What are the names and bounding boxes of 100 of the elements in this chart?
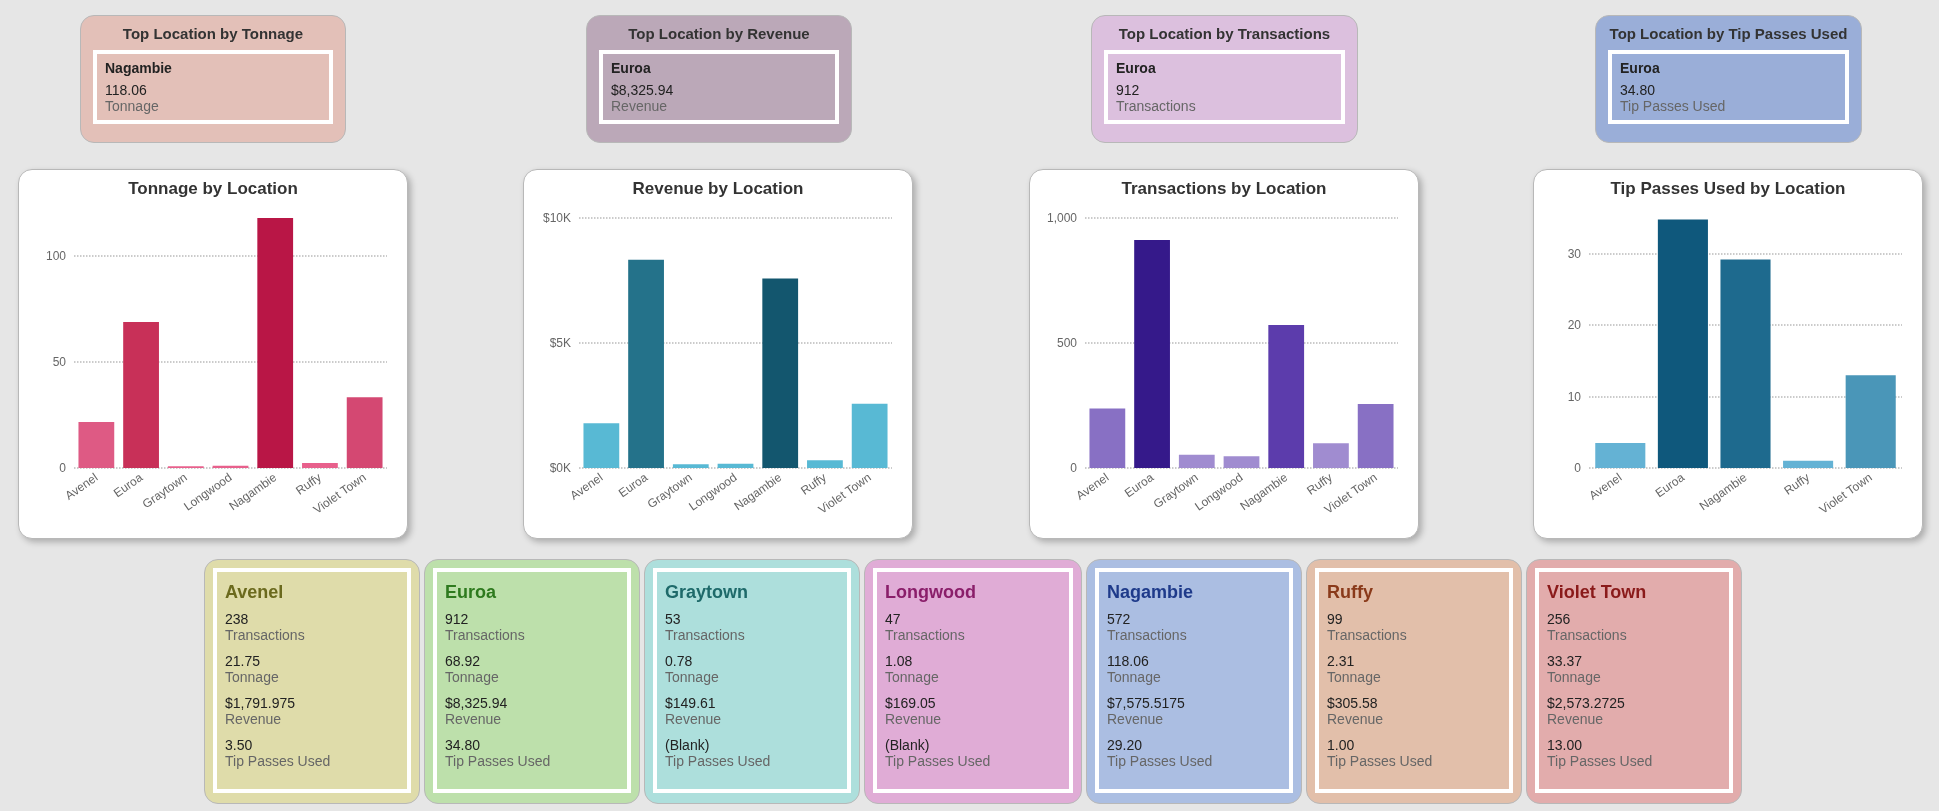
- text: Tip Passes Used: [665, 753, 772, 769]
- y-tick-label: 1,000: [1046, 211, 1078, 225]
- text: (Blank): [665, 737, 711, 753]
- y-tick-label: 30: [1567, 246, 1582, 261]
- text: 34.80: [1620, 82, 1657, 98]
- text: Revenue: [885, 711, 943, 727]
- bar: [1783, 460, 1834, 468]
- chart-title: Transactions by Location: [1120, 179, 1328, 199]
- text: 3.50: [225, 737, 254, 753]
- text: Tonnage: [105, 98, 160, 114]
- text: 0.78: [665, 653, 694, 669]
- text: 1.08: [885, 653, 914, 669]
- text: Top Location by Revenue: [627, 25, 811, 42]
- text: Euroa: [1620, 60, 1661, 76]
- bar: [1845, 375, 1896, 468]
- text: $8,325.94: [445, 695, 509, 711]
- text: 53: [665, 611, 682, 627]
- text: Tonnage: [1107, 669, 1162, 685]
- text: $149.61: [665, 695, 717, 711]
- text: 256: [1547, 611, 1572, 627]
- text: Top Location by Tip Passes Used: [1608, 25, 1849, 42]
- text: Transactions: [445, 627, 526, 643]
- text: Tonnage: [1327, 669, 1382, 685]
- bar: [1720, 259, 1771, 468]
- text: 118.06: [105, 82, 148, 98]
- text: 21.75: [225, 653, 262, 669]
- y-tick-label: $5K: [549, 336, 571, 350]
- y-tick-label: 100: [45, 249, 67, 264]
- bar: [762, 278, 799, 468]
- text: Top Location by Transactions: [1117, 25, 1332, 42]
- bar: [583, 423, 620, 468]
- text: Revenue: [445, 711, 503, 727]
- text: $169.05: [885, 695, 937, 711]
- text: $2,573.2725: [1547, 695, 1626, 711]
- text: Transactions: [885, 627, 966, 643]
- bar: [1223, 456, 1260, 468]
- text: Top Location by Tonnage: [121, 25, 305, 42]
- text: 1.00: [1327, 737, 1356, 753]
- text: Revenue: [225, 711, 283, 727]
- text: Transactions: [225, 627, 306, 643]
- text: 912: [445, 611, 470, 627]
- text: Tonnage: [885, 669, 940, 685]
- y-tick-label: $0K: [549, 461, 571, 475]
- bar: [346, 397, 383, 468]
- text: Tonnage: [445, 669, 500, 685]
- bar: [257, 218, 294, 468]
- chart-title: Tip Passes Used by Location: [1609, 179, 1847, 199]
- bar: [717, 463, 754, 468]
- chart-title: Revenue by Location: [631, 179, 805, 199]
- text: 29.20: [1107, 737, 1144, 753]
- bar: [1657, 219, 1708, 468]
- text: Euroa: [1116, 60, 1157, 76]
- text: Tip Passes Used: [225, 753, 332, 769]
- text: $305.58: [1327, 695, 1379, 711]
- text: Tonnage: [225, 669, 280, 685]
- text: 238: [225, 611, 250, 627]
- text: 99: [1327, 611, 1344, 627]
- bar: [1313, 443, 1349, 468]
- bar: [1268, 325, 1305, 468]
- chart-title: Tonnage by Location: [127, 179, 299, 199]
- text: $1,791.975: [225, 695, 297, 711]
- text: 68.92: [445, 653, 482, 669]
- text: Transactions: [1327, 627, 1408, 643]
- text: Transactions: [1116, 98, 1197, 114]
- text: 912: [1116, 82, 1141, 98]
- bar: [1178, 454, 1215, 468]
- bar: [672, 464, 709, 468]
- y-tick-label: 500: [1056, 336, 1078, 350]
- text: Tip Passes Used: [1620, 98, 1727, 114]
- y-tick-label: 10: [1567, 389, 1582, 404]
- text: $8,325.94: [611, 82, 675, 98]
- y-tick-label: 0: [59, 461, 67, 475]
- text: Nagambie: [105, 60, 173, 76]
- text: Violet Town: [1547, 582, 1648, 603]
- text: Tip Passes Used: [885, 753, 992, 769]
- bar: [1357, 404, 1394, 468]
- text: Graytown: [665, 582, 749, 603]
- text: Longwood: [885, 582, 977, 603]
- text: $7,575.5175: [1107, 695, 1186, 711]
- text: 47: [885, 611, 902, 627]
- text: 33.37: [1547, 653, 1584, 669]
- text: Tip Passes Used: [445, 753, 552, 769]
- bar: [123, 322, 159, 468]
- text: 2.31: [1327, 653, 1356, 669]
- y-tick-label: 0: [1574, 461, 1582, 475]
- text: Euroa: [611, 60, 652, 76]
- y-tick-label: 0: [1070, 461, 1078, 475]
- y-tick-label: 50: [52, 355, 67, 370]
- text: Revenue: [1547, 711, 1605, 727]
- text: Transactions: [665, 627, 746, 643]
- text: Revenue: [1327, 711, 1385, 727]
- text: 34.80: [445, 737, 482, 753]
- text: Tonnage: [665, 669, 720, 685]
- text: Revenue: [611, 98, 669, 114]
- text: Tip Passes Used: [1107, 753, 1214, 769]
- y-tick-label: 20: [1567, 318, 1582, 333]
- text: Nagambie: [1107, 582, 1195, 603]
- bar: [78, 421, 115, 468]
- text: Tip Passes Used: [1547, 753, 1654, 769]
- bar: [628, 259, 664, 468]
